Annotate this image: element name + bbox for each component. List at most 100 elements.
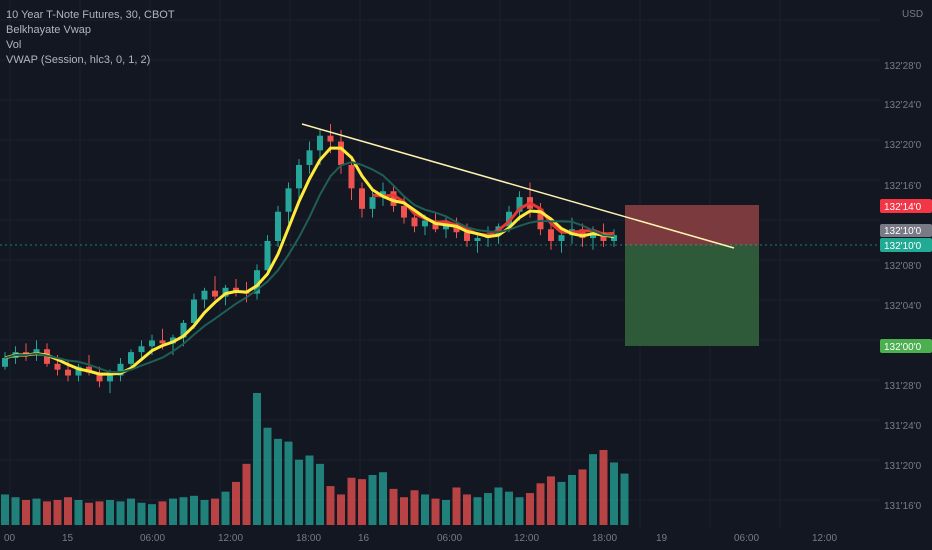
time-tick-label: 18:00 — [592, 533, 617, 544]
volume-bar — [64, 497, 72, 525]
price-tick-label: 131'16'0 — [884, 501, 922, 512]
time-tick-label: 12:00 — [812, 533, 837, 544]
volume-bar — [494, 487, 503, 525]
volume-bar — [137, 502, 146, 525]
volume-bar — [116, 501, 125, 525]
volume-bar — [106, 499, 114, 525]
indicator-volume[interactable]: Vol — [6, 39, 22, 51]
price-tick-label: 132'20'0 — [884, 140, 922, 151]
currency-label: USD — [902, 9, 923, 20]
volume-bar — [158, 501, 167, 525]
volume-bar — [200, 499, 209, 525]
volume-bar — [85, 502, 93, 525]
volume-bar — [400, 497, 408, 525]
volume-bar — [505, 491, 513, 525]
last-price-teal-label: 132'10'0 — [884, 241, 922, 252]
candle-body — [338, 141, 344, 165]
last-price-teal-tag — [880, 238, 932, 252]
candle-body — [128, 352, 134, 364]
candle-body — [2, 357, 8, 367]
candle-body — [327, 135, 334, 142]
candle-body — [369, 197, 376, 209]
volume-bar — [43, 501, 51, 525]
stop-price-label: 132'14'0 — [884, 202, 922, 213]
stop-loss-zone[interactable] — [625, 205, 759, 245]
volume-bar — [190, 495, 198, 525]
volume-bar — [610, 462, 618, 525]
candle-body — [348, 164, 355, 189]
volume-bar — [242, 463, 251, 525]
time-tick-label: 06:00 — [437, 533, 462, 544]
candle-body — [212, 290, 218, 297]
time-tick-label: 00 — [4, 533, 16, 544]
time-axis[interactable]: 00 15 06:00 12:00 18:00 16 06:00 12:00 18:00 19 06… — [4, 533, 837, 544]
time-tick-label: 19 — [656, 533, 668, 544]
volume-bar — [274, 438, 282, 525]
volume-bar — [284, 441, 293, 525]
candle-body — [54, 363, 61, 370]
price-tick-label: 132'08'0 — [884, 261, 922, 272]
time-tick-label: 15 — [62, 533, 74, 544]
volume-bar — [11, 497, 20, 525]
volume-bar — [53, 499, 62, 525]
candle-body — [191, 299, 197, 323]
candle-body — [233, 287, 239, 291]
indicator-vwap[interactable]: VWAP (Session, hlc3, 0, 1, 2) — [6, 54, 151, 66]
candle-body — [75, 366, 82, 376]
stop-price-tag — [880, 199, 932, 213]
candle-body — [138, 346, 145, 353]
volume-bar — [578, 469, 587, 525]
time-tick-label: 12:00 — [514, 533, 539, 544]
candle-body — [579, 229, 586, 239]
position-zones[interactable] — [625, 205, 759, 346]
candle-body — [149, 340, 155, 347]
volume-bar — [211, 498, 219, 525]
candle-body — [359, 188, 365, 209]
target-price-label: 132'00'0 — [884, 342, 922, 353]
volume-bar — [169, 498, 177, 525]
candle-body — [506, 211, 512, 227]
candle-body — [317, 135, 323, 151]
volume-bar — [127, 498, 135, 525]
take-profit-zone[interactable] — [625, 245, 759, 346]
candle-body — [96, 372, 103, 382]
candle-body — [411, 217, 418, 227]
chart-legend: 10 Year T-Note Futures, 30, CBOT Belkhay… — [6, 8, 175, 68]
symbol-title[interactable]: 10 Year T-Note Futures, 30, CBOT — [6, 9, 175, 21]
volume-bar — [316, 463, 324, 525]
candle-body — [107, 375, 113, 382]
volume-bar — [484, 493, 492, 525]
candle-body — [285, 188, 292, 212]
candle-body — [390, 191, 397, 206]
volume-bar — [410, 490, 419, 525]
price-tick-label: 132'28'0 — [884, 61, 922, 72]
candle-body — [254, 270, 260, 294]
volume-bar — [547, 476, 555, 525]
volume-bar — [442, 499, 450, 525]
volume-bar — [221, 491, 230, 525]
last-price-gray-tag — [880, 224, 932, 237]
volume-bar — [568, 474, 576, 525]
indicator-belkhayate[interactable]: Belkhayate Vwap — [6, 24, 91, 36]
candle-body — [296, 164, 302, 189]
price-tags: 132'14'0 132'10'0 132'10'0 132'00'0 — [880, 199, 932, 353]
price-tick-label: 131'20'0 — [884, 461, 922, 472]
volume-bar — [295, 459, 303, 525]
candle-body — [464, 232, 470, 241]
volume-bar — [389, 488, 398, 525]
volume-bar — [431, 498, 440, 525]
volume-bar — [368, 474, 377, 525]
candle-body — [422, 220, 428, 227]
volume-bar — [557, 481, 566, 525]
trend-line[interactable] — [301, 123, 735, 249]
price-axis[interactable]: 132'28'0 132'24'0 132'20'0 132'16'0 132'08'0… — [884, 61, 922, 512]
candle-body — [537, 208, 544, 230]
candle-body — [380, 191, 386, 198]
volume-bar — [589, 454, 597, 525]
price-candles — [2, 124, 617, 394]
price-tick-label: 132'24'0 — [884, 100, 922, 111]
candle-body — [558, 235, 565, 241]
candle-body — [306, 150, 313, 165]
volume-bar — [620, 473, 629, 525]
